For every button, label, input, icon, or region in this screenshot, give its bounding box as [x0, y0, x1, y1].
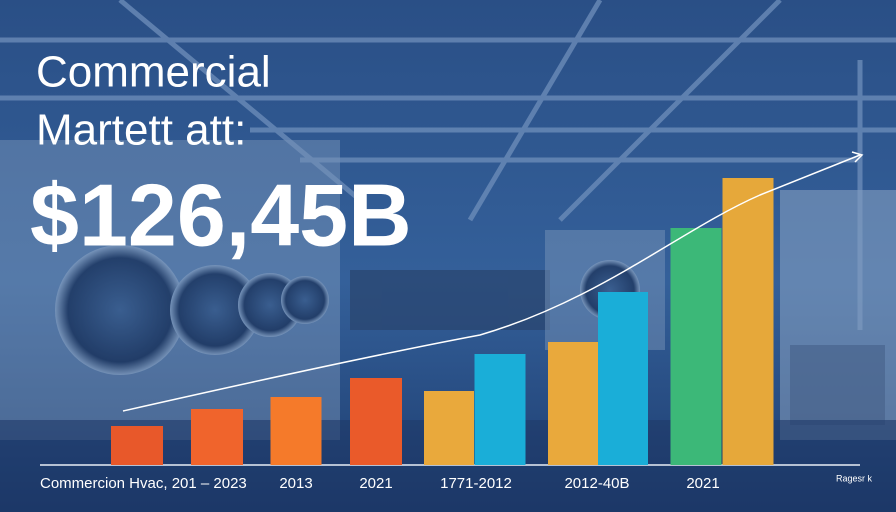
x-labels: Commercion Hvac, 201 – 2023 2013 2021 1771-… [40, 475, 720, 492]
headline: $126,45B [30, 165, 412, 264]
x-label: Commercion Hvac, 201 – 2023 [40, 475, 247, 492]
footnote: Ragesr k [836, 473, 873, 483]
bar [722, 178, 774, 465]
x-label: 2021 [359, 475, 392, 492]
x-label: 2012-40B [564, 475, 629, 492]
bars [111, 178, 774, 465]
bar [270, 397, 322, 465]
trend-line [122, 154, 861, 412]
bar [111, 426, 163, 465]
bar [350, 378, 402, 465]
bar [474, 354, 526, 465]
x-label: 2021 [686, 475, 719, 492]
bar [548, 342, 598, 465]
x-label: 2013 [279, 475, 312, 492]
bar [191, 409, 243, 465]
bar [670, 228, 722, 465]
trend-arrow [851, 151, 864, 163]
bar [598, 292, 648, 465]
bar [424, 391, 474, 465]
title: Commercial [36, 48, 271, 97]
subtitle: Martett att: [36, 106, 246, 155]
x-label: 1771-2012 [440, 475, 512, 492]
